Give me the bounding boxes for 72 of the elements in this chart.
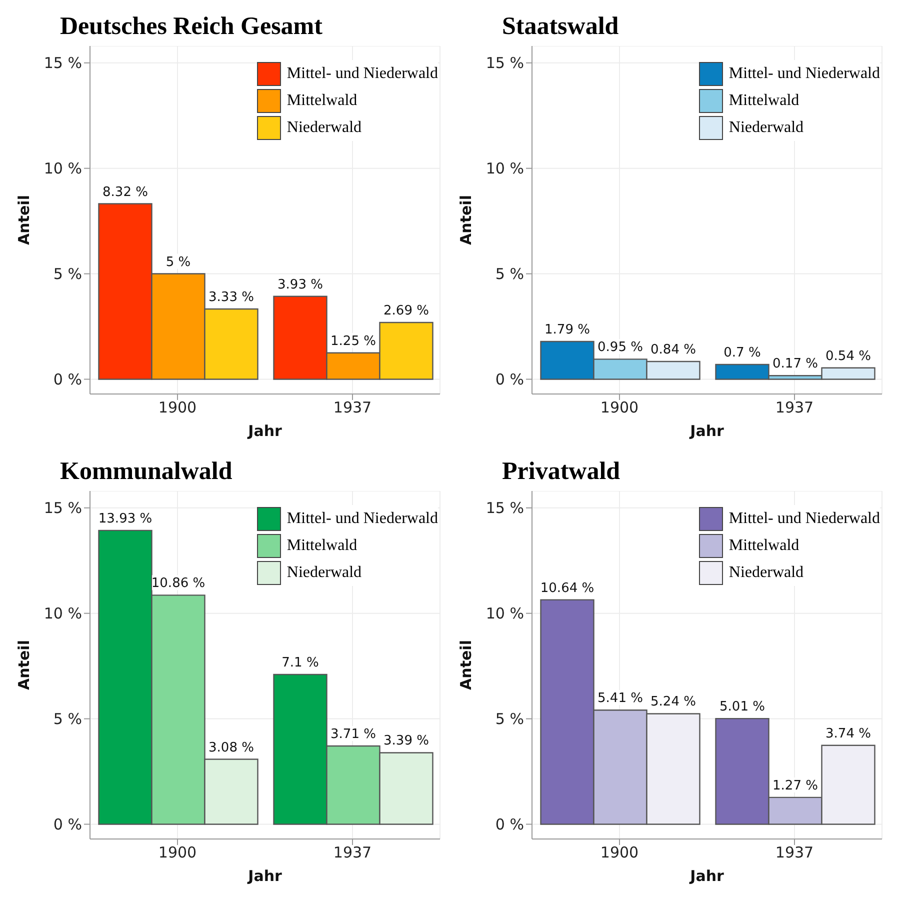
x-tick-label: 1900	[158, 844, 197, 862]
legend-label: Niederwald	[728, 564, 804, 582]
legend-label: Mittelwald	[728, 92, 800, 110]
y-tick-label: 10 %	[486, 604, 524, 623]
y-tick-label: 5 %	[495, 265, 524, 284]
y-tick-label: 15 %	[486, 54, 524, 72]
data-label: 0.84 %	[650, 342, 696, 358]
data-label: 8.32 %	[102, 184, 148, 200]
y-tick-label: 15 %	[44, 499, 82, 518]
x-axis-title: Jahr	[689, 422, 724, 440]
data-label: 0.54 %	[826, 348, 871, 364]
data-label: 10.64 %	[540, 580, 594, 596]
data-label: 7.1 %	[282, 655, 319, 670]
x-tick-label: 1900	[600, 844, 639, 862]
x-axis-title: Jahr	[689, 867, 724, 885]
y-tick-label: 5 %	[495, 710, 524, 728]
data-label: 1.27 %	[772, 778, 818, 794]
data-label: 10.86 %	[151, 576, 206, 592]
data-label: 0.7 %	[724, 345, 761, 360]
data-label: 2.69 %	[384, 304, 429, 318]
data-label: 5.41 %	[598, 691, 643, 706]
y-axis-title: Anteil	[457, 195, 475, 245]
x-tick-label: 1900	[158, 398, 197, 417]
chart-title: Deutsches Reich Gesamt	[60, 12, 324, 42]
data-label: 5.24 %	[650, 694, 696, 710]
data-label: 1.79 %	[544, 322, 590, 338]
y-tick-label: 10 %	[44, 604, 82, 623]
x-tick-label: 1900	[600, 398, 639, 417]
legend-label: Mittelwald	[728, 536, 800, 554]
y-tick-label: 5 %	[53, 710, 82, 728]
data-label: 5 %	[166, 254, 191, 270]
y-tick-label: 5 %	[53, 265, 82, 284]
y-tick-label: 15 %	[486, 499, 524, 518]
legend-label: Mittel- und Niederwald	[728, 510, 880, 528]
legend-label: Mittel- und Niederwald	[286, 510, 438, 528]
chart-title: Privatwald	[502, 457, 622, 487]
data-label: 13.93 %	[98, 511, 152, 526]
data-label: 3.33 %	[208, 290, 254, 306]
data-label: 1.25 %	[330, 334, 376, 349]
legend-label: Niederwald	[728, 118, 804, 136]
y-tick-label: 10 %	[486, 160, 524, 178]
chart-title: Staatswald	[502, 12, 620, 42]
data-label: 0.95 %	[598, 340, 643, 356]
data-label: 3.08 %	[208, 740, 254, 756]
y-axis-title: Anteil	[457, 640, 475, 690]
x-tick-label: 1937	[333, 844, 372, 862]
legend-label: Mittel- und Niederwald	[728, 64, 880, 82]
data-label: 5.01 %	[720, 700, 765, 715]
legend-label: Mittelwald	[286, 536, 358, 554]
legend-label: Niederwald	[286, 564, 362, 582]
y-tick-label: 0 %	[53, 370, 82, 389]
x-axis-title: Jahr	[247, 422, 282, 440]
data-label: 3.71 %	[330, 726, 376, 742]
y-tick-label: 10 %	[44, 160, 82, 178]
y-tick-label: 0 %	[53, 816, 82, 834]
y-axis-title: Anteil	[15, 195, 33, 245]
x-axis-title: Jahr	[247, 867, 282, 885]
legend-label: Mittelwald	[286, 92, 358, 110]
legend-label: Niederwald	[286, 118, 362, 136]
data-label: 3.93 %	[278, 277, 323, 292]
y-tick-label: 0 %	[495, 816, 524, 834]
x-tick-label: 1937	[775, 398, 814, 417]
legend-label: Mittel- und Niederwald	[286, 64, 438, 82]
y-axis-title: Anteil	[15, 640, 33, 690]
data-label: 3.39 %	[384, 734, 429, 749]
data-label: 0.17 %	[772, 356, 818, 372]
x-tick-label: 1937	[333, 398, 372, 417]
x-tick-label: 1937	[775, 844, 814, 862]
chart-title: Kommunalwald	[60, 457, 234, 487]
data-label: 3.74 %	[826, 726, 871, 742]
y-tick-label: 15 %	[44, 54, 82, 72]
y-tick-label: 0 %	[495, 370, 524, 389]
